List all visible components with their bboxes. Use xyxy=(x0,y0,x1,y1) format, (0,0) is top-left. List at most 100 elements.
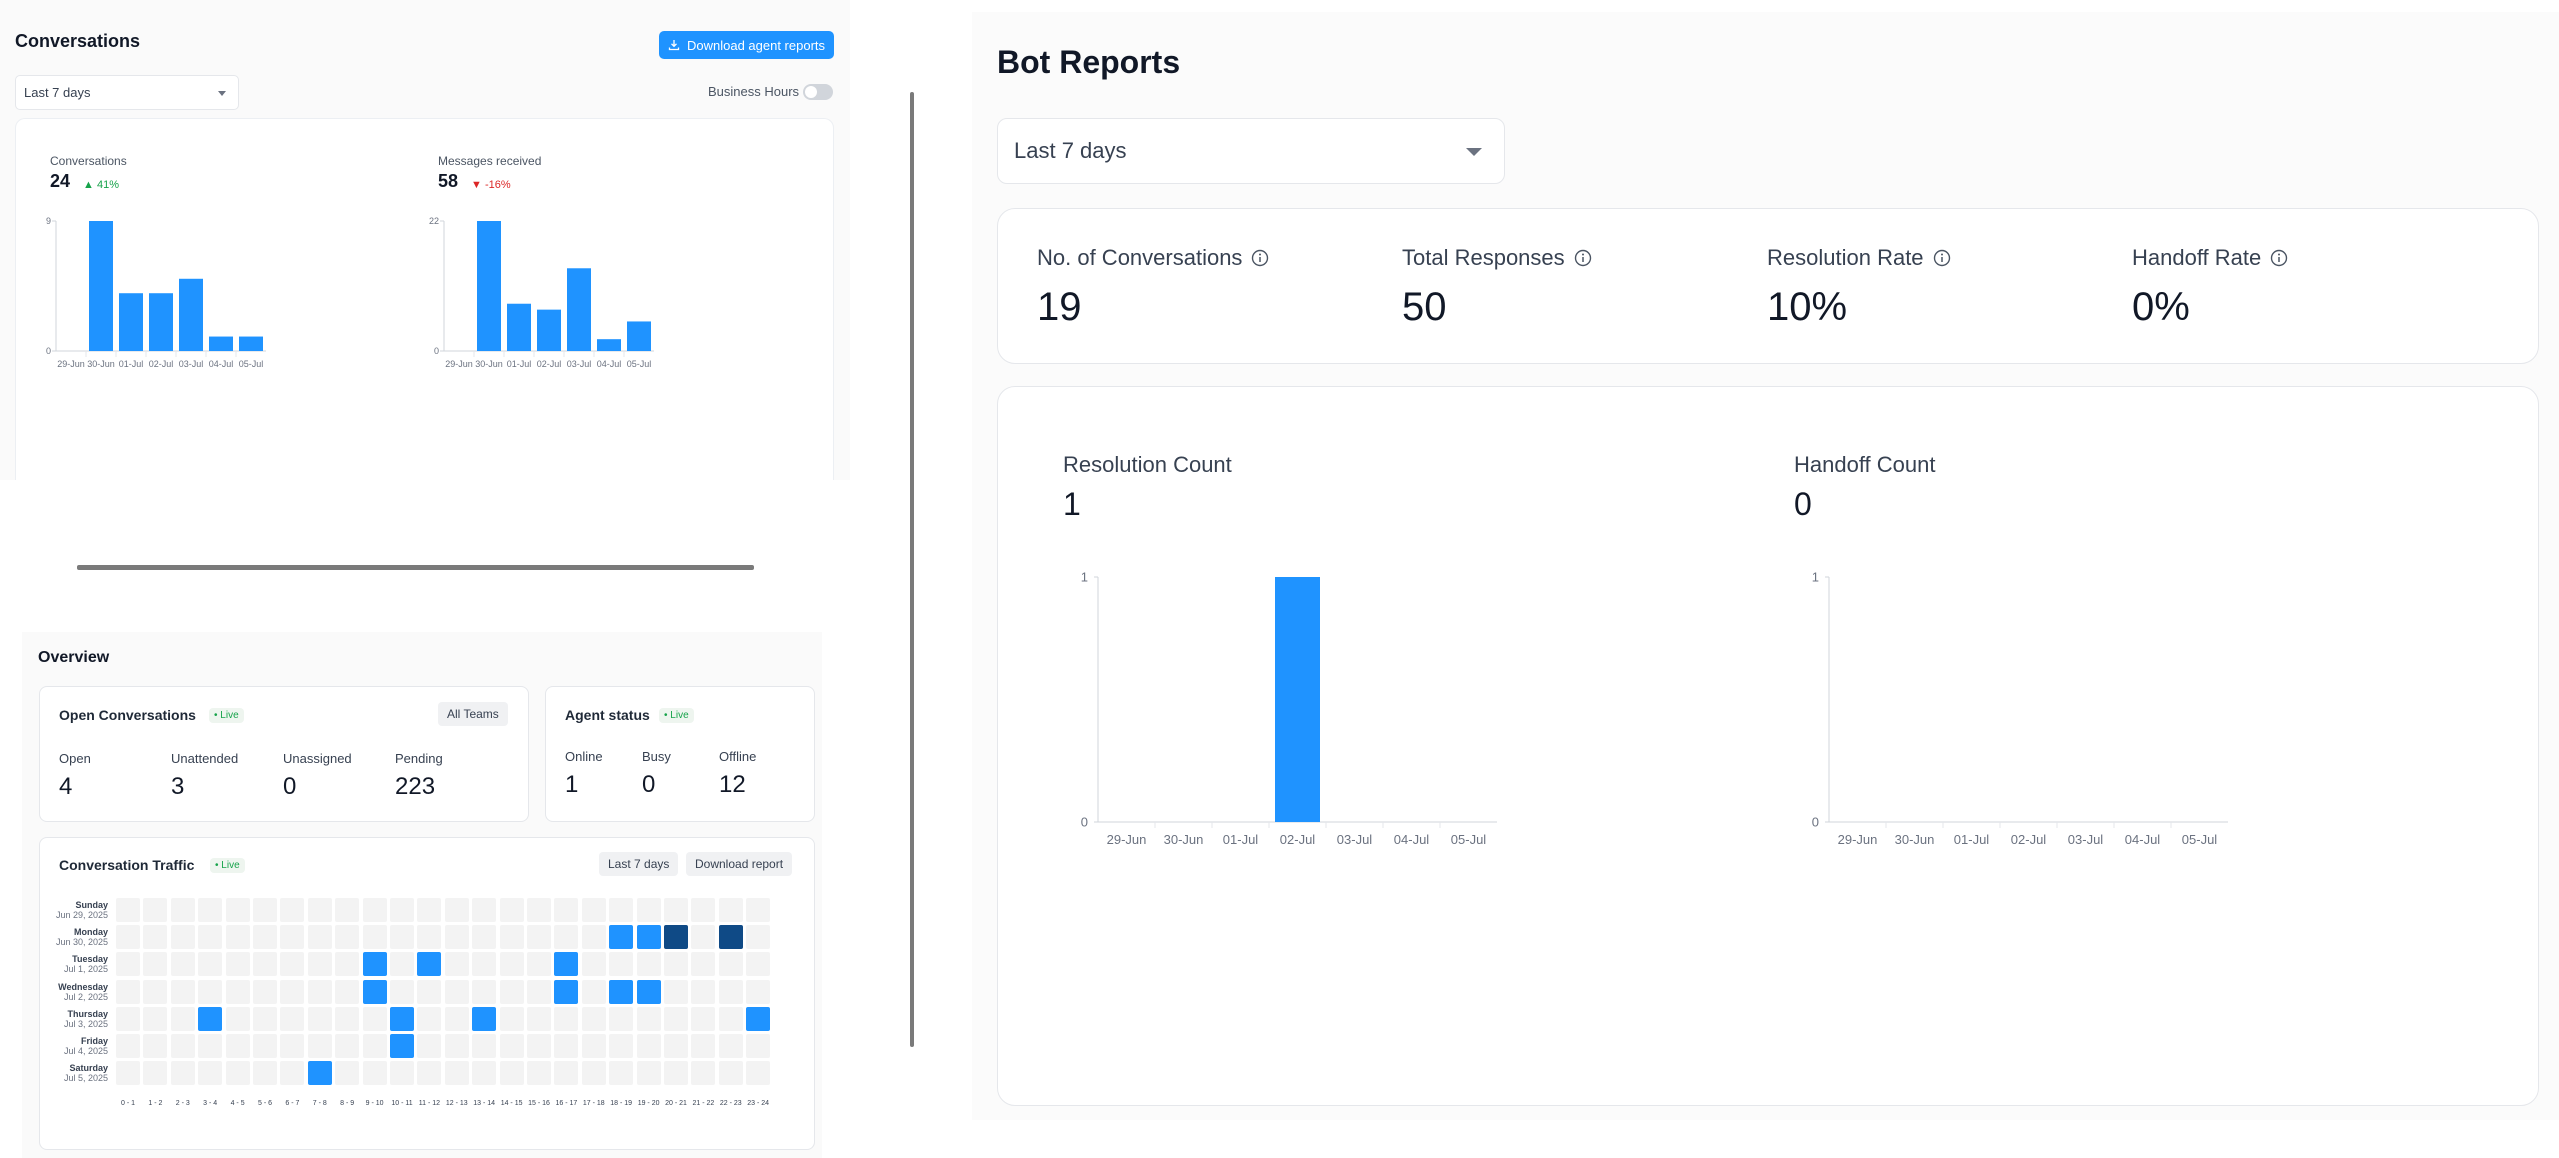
heatmap-cell[interactable] xyxy=(280,898,305,922)
heatmap-cell[interactable] xyxy=(718,1006,743,1031)
heatmap-cell[interactable] xyxy=(116,898,140,922)
heatmap-cell[interactable] xyxy=(444,1061,469,1086)
heatmap-cell[interactable] xyxy=(499,925,524,950)
bar[interactable] xyxy=(507,303,531,351)
heatmap-cell[interactable] xyxy=(335,979,360,1004)
info-icon[interactable] xyxy=(1574,249,1592,267)
heatmap-cell[interactable] xyxy=(527,925,551,950)
heatmap-cell[interactable] xyxy=(143,1034,168,1058)
heatmap-cell[interactable] xyxy=(335,952,360,977)
heatmap-cell[interactable] xyxy=(472,1034,497,1058)
heatmap-cell[interactable] xyxy=(335,1034,360,1058)
heatmap-cell[interactable] xyxy=(609,1034,634,1058)
heatmap-cell[interactable] xyxy=(116,1034,140,1058)
heatmap-cell[interactable] xyxy=(444,1006,469,1031)
heatmap-cell[interactable] xyxy=(609,979,634,1004)
heatmap-cell[interactable] xyxy=(527,1006,551,1031)
heatmap-cell[interactable] xyxy=(609,898,634,922)
heatmap-cell[interactable] xyxy=(444,898,469,922)
heatmap-cell[interactable] xyxy=(225,925,250,950)
heatmap-cell[interactable] xyxy=(335,925,360,950)
heatmap-cell[interactable] xyxy=(664,1061,688,1086)
heatmap-cell[interactable] xyxy=(362,979,387,1004)
heatmap-cell[interactable] xyxy=(170,1061,195,1086)
info-icon[interactable] xyxy=(1251,249,1269,267)
heatmap-cell[interactable] xyxy=(225,1034,250,1058)
heatmap-cell[interactable] xyxy=(746,952,771,977)
info-icon[interactable] xyxy=(2270,249,2288,267)
heatmap-cell[interactable] xyxy=(143,925,168,950)
heatmap-cell[interactable] xyxy=(170,952,195,977)
heatmap-cell[interactable] xyxy=(718,1061,743,1086)
heatmap-cell[interactable] xyxy=(472,1061,497,1086)
heatmap-cell[interactable] xyxy=(307,925,332,950)
heatmap-cell[interactable] xyxy=(362,1006,387,1031)
heatmap-cell[interactable] xyxy=(225,979,250,1004)
heatmap-cell[interactable] xyxy=(746,979,771,1004)
heatmap-cell[interactable] xyxy=(280,1061,305,1086)
heatmap-cell[interactable] xyxy=(581,979,606,1004)
heatmap-cell[interactable] xyxy=(143,898,168,922)
heatmap-cell[interactable] xyxy=(691,1061,716,1086)
bar[interactable] xyxy=(597,339,621,351)
vertical-scrollbar[interactable] xyxy=(910,92,914,1047)
business-hours-toggle[interactable] xyxy=(803,84,833,100)
heatmap-cell[interactable] xyxy=(718,898,743,922)
horizontal-scrollbar[interactable] xyxy=(77,565,754,570)
heatmap-cell[interactable] xyxy=(691,952,716,977)
heatmap-cell[interactable] xyxy=(472,925,497,950)
heatmap-cell[interactable] xyxy=(718,925,743,950)
bar[interactable] xyxy=(149,293,173,351)
heatmap-cell[interactable] xyxy=(691,898,716,922)
heatmap-cell[interactable] xyxy=(116,979,140,1004)
heatmap-cell[interactable] xyxy=(198,952,223,977)
heatmap-cell[interactable] xyxy=(581,1006,606,1031)
heatmap-cell[interactable] xyxy=(198,1006,223,1031)
heatmap-cell[interactable] xyxy=(609,952,634,977)
heatmap-cell[interactable] xyxy=(417,1034,442,1058)
conversations-period-select[interactable]: Last 7 days xyxy=(15,75,239,110)
heatmap-cell[interactable] xyxy=(554,979,579,1004)
heatmap-cell[interactable] xyxy=(417,925,442,950)
download-agent-reports-button[interactable]: Download agent reports xyxy=(659,31,834,59)
heatmap-cell[interactable] xyxy=(307,1006,332,1031)
heatmap-cell[interactable] xyxy=(718,979,743,1004)
heatmap-cell[interactable] xyxy=(417,1006,442,1031)
heatmap-cell[interactable] xyxy=(581,1061,606,1086)
heatmap-cell[interactable] xyxy=(636,1061,661,1086)
heatmap-cell[interactable] xyxy=(280,1034,305,1058)
bar[interactable] xyxy=(477,221,501,351)
heatmap-cell[interactable] xyxy=(527,1061,551,1086)
traffic-period-button[interactable]: Last 7 days xyxy=(599,852,679,876)
heatmap-cell[interactable] xyxy=(417,898,442,922)
heatmap-cell[interactable] xyxy=(390,1006,414,1031)
bar[interactable] xyxy=(119,293,143,351)
heatmap-cell[interactable] xyxy=(116,1061,140,1086)
heatmap-cell[interactable] xyxy=(253,925,277,950)
heatmap-cell[interactable] xyxy=(746,925,771,950)
heatmap-cell[interactable] xyxy=(664,979,688,1004)
heatmap-cell[interactable] xyxy=(335,898,360,922)
heatmap-cell[interactable] xyxy=(664,925,688,950)
download-report-button[interactable]: Download report xyxy=(686,852,793,876)
heatmap-cell[interactable] xyxy=(554,1006,579,1031)
heatmap-cell[interactable] xyxy=(691,925,716,950)
heatmap-cell[interactable] xyxy=(143,952,168,977)
heatmap-cell[interactable] xyxy=(198,925,223,950)
heatmap-cell[interactable] xyxy=(198,1061,223,1086)
heatmap-cell[interactable] xyxy=(417,952,442,977)
heatmap-cell[interactable] xyxy=(417,1061,442,1086)
bar[interactable] xyxy=(567,268,591,351)
heatmap-cell[interactable] xyxy=(472,1006,497,1031)
heatmap-cell[interactable] xyxy=(280,925,305,950)
heatmap-cell[interactable] xyxy=(362,898,387,922)
heatmap-cell[interactable] xyxy=(636,925,661,950)
heatmap-cell[interactable] xyxy=(718,1034,743,1058)
heatmap-cell[interactable] xyxy=(444,1034,469,1058)
heatmap-cell[interactable] xyxy=(472,898,497,922)
heatmap-cell[interactable] xyxy=(499,1006,524,1031)
heatmap-cell[interactable] xyxy=(554,925,579,950)
heatmap-cell[interactable] xyxy=(691,1034,716,1058)
heatmap-cell[interactable] xyxy=(581,925,606,950)
heatmap-cell[interactable] xyxy=(225,1061,250,1086)
